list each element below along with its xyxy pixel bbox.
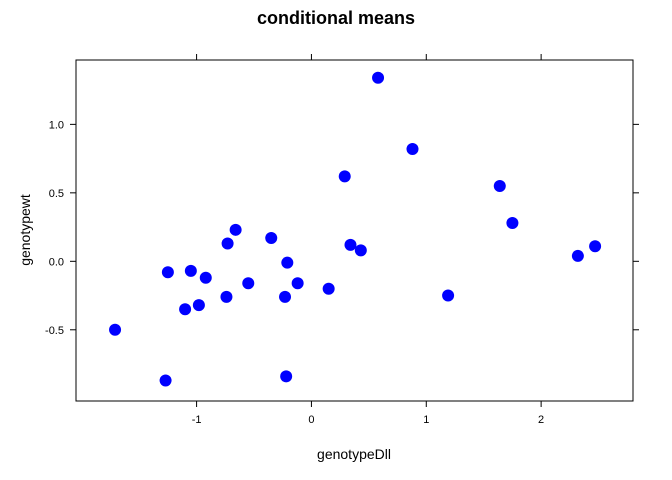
- data-points: [109, 71, 602, 387]
- data-point: [354, 244, 367, 257]
- data-point: [242, 277, 255, 290]
- y-axis: -0.5 0.0 0.5 1.0: [45, 119, 639, 337]
- data-point: [221, 237, 234, 250]
- y-tick-label: 0.0: [49, 256, 64, 268]
- data-point: [161, 266, 174, 279]
- data-point: [265, 232, 278, 245]
- data-point: [109, 323, 122, 336]
- data-point: [442, 289, 455, 302]
- data-point: [344, 238, 357, 251]
- y-tick-label: 0.5: [49, 188, 64, 200]
- data-point: [338, 170, 351, 183]
- data-point: [280, 370, 293, 383]
- data-point: [322, 282, 335, 295]
- data-point: [279, 290, 292, 303]
- data-point: [192, 299, 205, 312]
- y-tick-label: 1.0: [49, 119, 64, 131]
- data-point: [372, 71, 385, 84]
- data-point: [184, 264, 197, 277]
- y-tick-label: -0.5: [45, 325, 64, 337]
- data-point: [159, 374, 172, 387]
- data-point: [589, 240, 602, 253]
- data-point: [493, 179, 506, 192]
- data-point: [229, 223, 242, 236]
- data-point: [220, 290, 233, 303]
- chart-title: conditional means: [257, 8, 415, 28]
- y-axis-label: genotypewt: [17, 194, 33, 266]
- x-tick-label: -1: [192, 414, 202, 426]
- x-axis-label: genotypeDll: [317, 446, 391, 462]
- x-tick-label: 2: [538, 414, 544, 426]
- data-point: [179, 303, 192, 316]
- plot-frame: [75, 59, 634, 402]
- data-point: [291, 277, 304, 290]
- x-tick-label: 1: [423, 414, 429, 426]
- data-point: [199, 271, 212, 284]
- x-axis: -1 0 1 2: [192, 54, 544, 426]
- data-point: [406, 143, 419, 156]
- data-point: [506, 216, 519, 229]
- data-point: [281, 256, 294, 269]
- x-tick-label: 0: [308, 414, 314, 426]
- data-point: [571, 249, 584, 262]
